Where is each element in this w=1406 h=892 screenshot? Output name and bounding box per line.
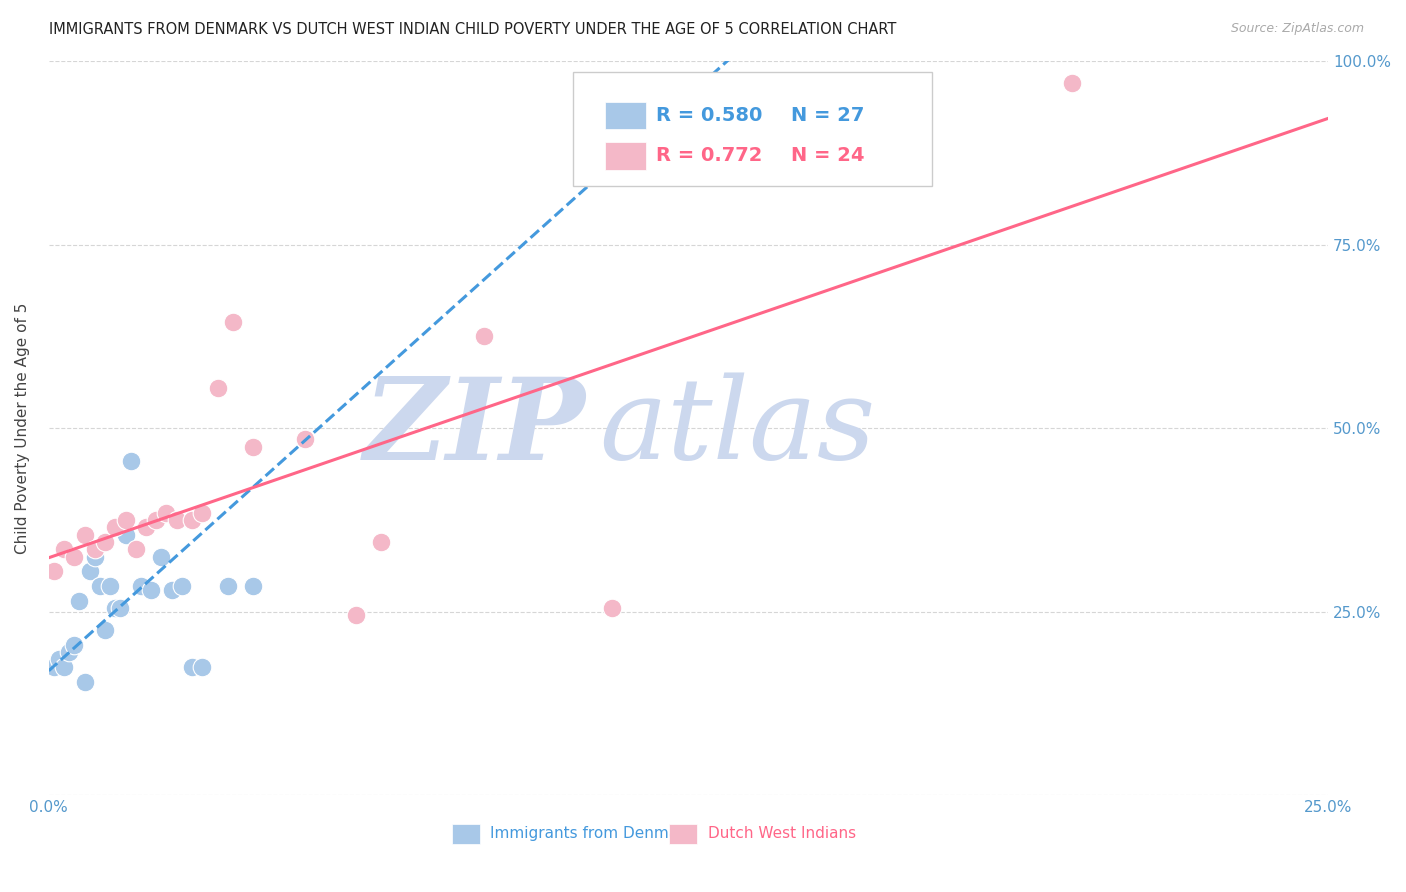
Point	[600, 601, 623, 615]
Text: R = 0.772: R = 0.772	[657, 146, 763, 165]
Point	[73, 527, 96, 541]
Point	[166, 513, 188, 527]
Point	[58, 645, 80, 659]
Point	[42, 565, 65, 579]
Point	[83, 549, 105, 564]
Point	[242, 440, 264, 454]
FancyBboxPatch shape	[451, 824, 479, 845]
Point	[575, 76, 598, 90]
Point	[110, 601, 132, 615]
Point	[139, 582, 162, 597]
Point	[98, 579, 121, 593]
Point	[42, 660, 65, 674]
Point	[104, 520, 127, 534]
Point	[150, 549, 173, 564]
Point	[89, 579, 111, 593]
Point	[181, 513, 204, 527]
Text: atlas: atlas	[599, 373, 876, 483]
Text: ZIP: ZIP	[364, 373, 586, 483]
Y-axis label: Child Poverty Under the Age of 5: Child Poverty Under the Age of 5	[15, 302, 30, 554]
Point	[242, 579, 264, 593]
Point	[135, 520, 157, 534]
FancyBboxPatch shape	[574, 72, 932, 186]
Text: R = 0.580: R = 0.580	[657, 106, 763, 125]
Point	[145, 513, 167, 527]
Point	[63, 549, 86, 564]
Point	[472, 329, 495, 343]
Point	[125, 542, 148, 557]
Point	[170, 579, 193, 593]
Text: N = 27: N = 27	[790, 106, 865, 125]
Point	[207, 381, 229, 395]
Point	[53, 660, 76, 674]
Point	[370, 535, 392, 549]
Point	[217, 579, 239, 593]
Point	[114, 527, 136, 541]
Point	[94, 623, 117, 637]
Point	[678, 91, 700, 105]
Point	[191, 506, 214, 520]
Point	[1062, 76, 1084, 90]
Point	[104, 601, 127, 615]
Point	[160, 582, 183, 597]
Point	[120, 454, 142, 468]
FancyBboxPatch shape	[606, 142, 647, 169]
Point	[344, 608, 367, 623]
FancyBboxPatch shape	[669, 824, 697, 845]
FancyBboxPatch shape	[606, 102, 647, 129]
Point	[94, 535, 117, 549]
Point	[191, 660, 214, 674]
Point	[83, 542, 105, 557]
Point	[155, 506, 177, 520]
Point	[79, 565, 101, 579]
Text: Immigrants from Denmark: Immigrants from Denmark	[491, 826, 693, 841]
Point	[73, 674, 96, 689]
Point	[222, 315, 245, 329]
Point	[69, 593, 91, 607]
Point	[294, 432, 316, 446]
Point	[181, 660, 204, 674]
Text: IMMIGRANTS FROM DENMARK VS DUTCH WEST INDIAN CHILD POVERTY UNDER THE AGE OF 5 CO: IMMIGRANTS FROM DENMARK VS DUTCH WEST IN…	[49, 22, 897, 37]
Point	[48, 652, 70, 666]
Point	[53, 542, 76, 557]
Text: N = 24: N = 24	[790, 146, 865, 165]
Point	[114, 513, 136, 527]
Point	[63, 638, 86, 652]
Text: Dutch West Indians: Dutch West Indians	[707, 826, 856, 841]
Text: Source: ZipAtlas.com: Source: ZipAtlas.com	[1230, 22, 1364, 36]
Point	[129, 579, 152, 593]
